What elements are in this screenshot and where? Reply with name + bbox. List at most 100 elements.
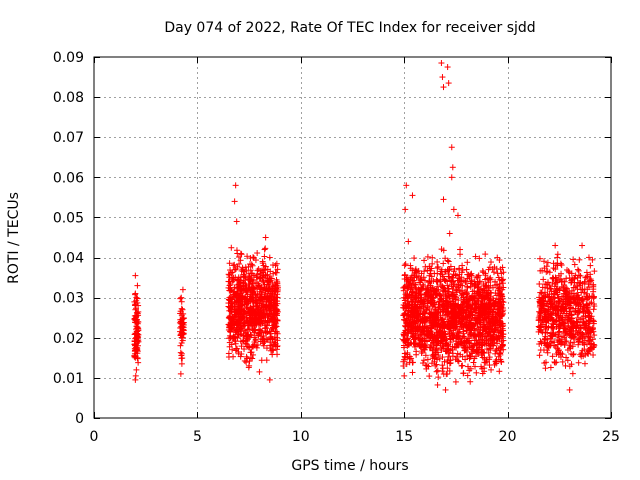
data-point xyxy=(267,336,274,343)
data-point xyxy=(240,307,247,314)
data-point xyxy=(259,274,266,281)
data-point xyxy=(251,327,258,334)
x-tick-label: 10 xyxy=(292,429,310,445)
y-tick-label: 0.03 xyxy=(53,291,84,307)
data-point xyxy=(242,287,249,294)
data-point xyxy=(241,357,248,364)
y-tick-label: 0.05 xyxy=(53,210,84,226)
data-point xyxy=(131,353,138,360)
data-point xyxy=(177,295,184,302)
data-point xyxy=(253,344,260,351)
data-point xyxy=(177,349,184,356)
data-point xyxy=(238,267,245,274)
data-point xyxy=(232,305,239,312)
x-tick-label: 25 xyxy=(602,429,620,445)
data-point xyxy=(226,287,233,294)
data-point xyxy=(253,342,260,349)
data-point xyxy=(131,348,138,355)
data-point xyxy=(260,278,267,285)
y-tick-label: 0.06 xyxy=(53,170,84,186)
data-point xyxy=(235,254,242,261)
data-point xyxy=(254,250,261,257)
x-tick-label: 15 xyxy=(395,429,413,445)
data-point xyxy=(270,262,277,269)
data-point xyxy=(263,357,270,364)
data-point xyxy=(267,315,274,322)
data-point xyxy=(230,262,237,269)
y-tick-label: 0.08 xyxy=(53,90,84,106)
data-point xyxy=(267,347,274,354)
data-point xyxy=(180,310,187,317)
y-tick-label: 0.09 xyxy=(53,50,84,66)
x-tick-label: 20 xyxy=(499,429,517,445)
data-point xyxy=(271,339,278,346)
data-point xyxy=(243,353,250,360)
data-point xyxy=(256,282,263,289)
data-point xyxy=(259,336,266,343)
data-point xyxy=(131,312,138,319)
y-axis-title: ROTI / TECUs xyxy=(6,192,22,284)
data-point xyxy=(260,333,267,340)
data-point xyxy=(242,264,249,271)
data-point xyxy=(244,253,251,260)
data-point xyxy=(243,359,250,366)
data-point xyxy=(261,281,268,288)
data-point xyxy=(180,326,187,333)
data-point xyxy=(273,328,280,335)
data-point xyxy=(233,345,240,352)
data-point xyxy=(228,244,235,251)
y-tick-label: 0 xyxy=(75,411,84,427)
data-point xyxy=(178,305,185,312)
data-point xyxy=(263,299,270,306)
data-point xyxy=(178,312,185,319)
data-point xyxy=(274,266,281,273)
data-point xyxy=(255,266,262,273)
data-point xyxy=(237,286,244,293)
x-tick-label: 5 xyxy=(193,429,202,445)
data-point xyxy=(134,324,141,331)
data-point xyxy=(178,329,185,336)
data-point xyxy=(244,291,251,298)
data-point xyxy=(228,341,235,348)
data-point xyxy=(253,279,260,286)
data-point xyxy=(248,261,255,268)
data-point xyxy=(237,274,244,281)
data-point xyxy=(244,343,251,350)
data-point xyxy=(254,285,261,292)
data-point xyxy=(252,257,259,264)
data-point xyxy=(134,295,141,302)
data-point xyxy=(245,326,252,333)
data-point xyxy=(240,273,247,280)
data-point xyxy=(226,278,233,285)
data-point xyxy=(273,260,280,267)
data-point xyxy=(178,339,185,346)
data-point xyxy=(273,334,280,341)
data-point xyxy=(266,311,273,318)
data-point xyxy=(257,320,264,327)
x-axis-title: GPS time / hours xyxy=(291,458,408,474)
data-point xyxy=(226,260,233,267)
data-point xyxy=(264,310,271,317)
data-point xyxy=(267,305,274,312)
data-point xyxy=(229,346,236,353)
data-point xyxy=(231,311,238,318)
y-tick-label: 0.01 xyxy=(53,371,84,387)
data-point xyxy=(246,295,253,302)
data-point xyxy=(241,346,248,353)
data-points xyxy=(131,60,598,393)
data-point xyxy=(231,261,238,268)
y-tick-label: 0.02 xyxy=(53,331,84,347)
data-point xyxy=(131,298,138,305)
data-point xyxy=(262,329,269,336)
data-point xyxy=(261,253,268,260)
data-point xyxy=(249,355,256,362)
data-point xyxy=(238,302,245,309)
data-point xyxy=(247,255,254,262)
data-point xyxy=(269,279,276,286)
data-point xyxy=(238,343,245,350)
data-point xyxy=(259,277,266,284)
data-point xyxy=(248,332,255,339)
data-point xyxy=(273,323,280,330)
